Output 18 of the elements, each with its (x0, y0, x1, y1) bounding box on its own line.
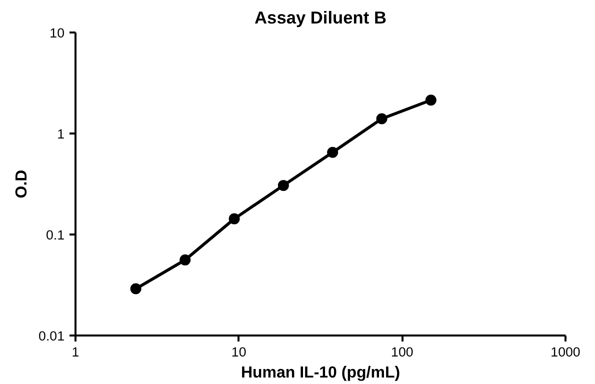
point (425, 94, 436, 106)
x-axis-title: Human IL-10 (pg/mL) (240, 364, 400, 382)
x-tick-label: 100 (391, 344, 414, 360)
x-tick-label: 1000 (550, 344, 580, 360)
point (278, 180, 289, 191)
point (228, 213, 240, 224)
x-tick-label: 1 (72, 344, 80, 360)
y-tick-label: 0.01 (38, 328, 65, 344)
y-tick-label: 0.1 (46, 228, 65, 242)
point (180, 254, 191, 266)
y-axis-title: O.D (14, 170, 31, 198)
point (376, 113, 388, 124)
x-tick-label: 10 (231, 344, 246, 360)
y-tick-label: 10 (50, 26, 65, 40)
y-tick-label: 1 (57, 126, 65, 142)
point (327, 146, 338, 158)
chart-title: Assay Diluent B (254, 8, 386, 28)
point (130, 283, 142, 294)
